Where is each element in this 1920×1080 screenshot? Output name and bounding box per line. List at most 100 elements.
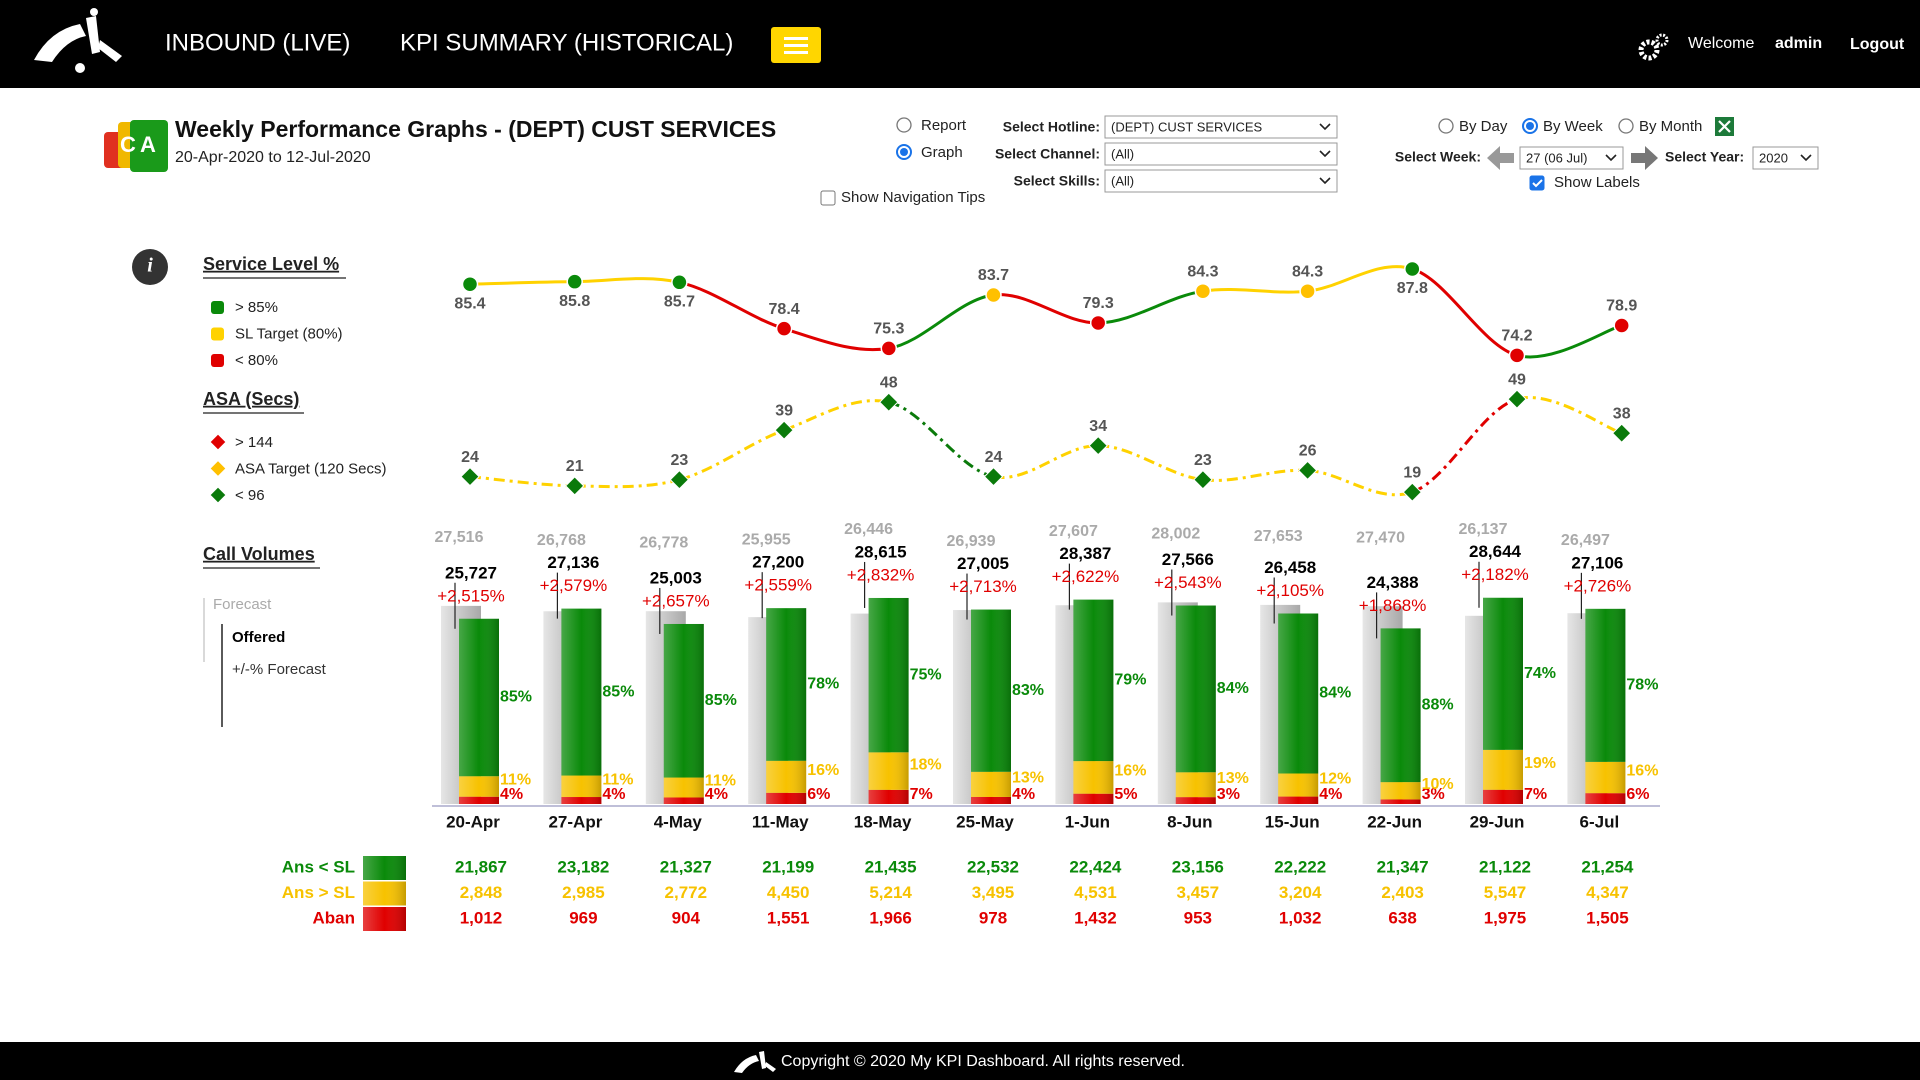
table-cell: 23,182	[557, 857, 609, 876]
nav-inbound[interactable]: INBOUND (LIVE)	[165, 29, 350, 56]
legend-marker	[209, 486, 227, 504]
stack-shade	[1380, 628, 1421, 783]
filter-select-value: (All)	[1111, 173, 1134, 188]
data-label: 19	[1403, 464, 1421, 481]
show-labels-label[interactable]: Show Labels	[1554, 174, 1640, 191]
percent-label: 6%	[807, 786, 830, 803]
copyright: Copyright © 2020 My KPI Dashboard. All r…	[781, 1053, 1185, 1070]
data-point	[1507, 389, 1527, 409]
stack-shade	[1585, 608, 1626, 762]
percent-label: 7%	[910, 786, 933, 803]
data-label: 83.7	[978, 267, 1009, 284]
data-point	[774, 420, 794, 440]
year-label: Select Year:	[1665, 149, 1744, 165]
view-option-label[interactable]: Report	[921, 117, 967, 134]
stack-shade	[1278, 613, 1319, 774]
filter-select[interactable]	[1104, 115, 1338, 139]
week-select[interactable]	[1519, 146, 1624, 170]
period-option-label[interactable]: By Week	[1543, 118, 1603, 135]
offered-label: 28,644	[1469, 542, 1522, 561]
percent-label: 85%	[705, 692, 737, 709]
stack-shade	[1073, 761, 1114, 794]
logo	[34, 8, 122, 73]
data-label: 21	[566, 458, 584, 475]
table-cell: 4,347	[1586, 883, 1629, 902]
percent-label: 11%	[500, 772, 531, 789]
table-cell: 4,531	[1074, 883, 1117, 902]
stack-shade	[766, 792, 807, 804]
stack-shade	[971, 771, 1011, 797]
line-segment	[1516, 324, 1623, 359]
table-cell: 21,122	[1479, 857, 1531, 876]
data-label: 26	[1299, 443, 1317, 460]
percent-label: 4%	[500, 786, 523, 803]
line-segment	[679, 280, 785, 331]
table-row-label: Aban	[313, 908, 356, 927]
percent-label: 85%	[602, 683, 634, 700]
percent-label: 13%	[1217, 770, 1249, 787]
show-labels-checkbox-tick	[1532, 179, 1543, 188]
nav-tips-label[interactable]: Show Navigation Tips	[841, 189, 985, 206]
stack-shade	[1175, 772, 1216, 798]
filter-select[interactable]	[1104, 142, 1338, 166]
period-radio[interactable]	[1618, 118, 1634, 134]
data-point	[1613, 317, 1630, 334]
diff-label: +2,515%	[437, 586, 505, 605]
line-segment	[1202, 468, 1308, 482]
offered-label: 27,106	[1571, 553, 1623, 572]
diff-label: +2,713%	[949, 577, 1017, 596]
x-tick-label: 11-May	[752, 812, 809, 831]
data-point	[1193, 469, 1213, 490]
info-icon[interactable]: i	[132, 249, 168, 285]
line-segment	[1098, 444, 1204, 482]
table-cell: 904	[672, 908, 701, 927]
offered-label: 27,005	[957, 554, 1009, 573]
diff-label: +2,182%	[1461, 565, 1529, 584]
period-option-label[interactable]: By Month	[1639, 118, 1702, 135]
view-option-label[interactable]: Graph	[921, 144, 963, 161]
filter-label: Select Channel:	[995, 146, 1100, 162]
line-segment	[1307, 265, 1413, 293]
legend-title: Call Volumes	[203, 544, 315, 564]
period-option-label[interactable]: By Day	[1459, 118, 1508, 135]
stack-shade	[971, 609, 1011, 772]
view-radio[interactable]	[896, 117, 912, 133]
legend-title: ASA (Secs)	[203, 389, 299, 409]
table-cell: 978	[979, 908, 1007, 927]
x-tick-label: 4-May	[654, 812, 703, 831]
forecast-label: 26,137	[1459, 521, 1508, 538]
nav-tips-checkbox[interactable]	[820, 190, 836, 206]
stack-shade	[459, 776, 499, 797]
logout[interactable]: Logout	[1850, 36, 1905, 53]
data-point	[1089, 314, 1107, 332]
forecast-label: 26,778	[639, 534, 688, 551]
data-label: 85.8	[559, 293, 590, 310]
data-label: 75.3	[873, 321, 904, 338]
week-select-value: 27 (06 Jul)	[1526, 150, 1587, 165]
table-cell: 21,327	[660, 857, 712, 876]
settings-icon[interactable]	[1638, 33, 1669, 61]
table-cell: 22,424	[1069, 857, 1122, 876]
legend-title: Service Level %	[203, 254, 339, 274]
nav-kpi-summary[interactable]: KPI SUMMARY (HISTORICAL)	[400, 29, 733, 56]
line-segment	[469, 280, 575, 286]
filter-select[interactable]	[1104, 169, 1338, 193]
line-segment	[993, 444, 1099, 479]
stack-shade	[1483, 597, 1523, 750]
app-icon-letter: C	[120, 132, 136, 157]
data-label: 34	[1089, 418, 1107, 435]
line-segment	[574, 478, 680, 489]
percent-label: 11%	[602, 771, 633, 788]
welcome-text: Welcome	[1688, 35, 1754, 52]
prev-week[interactable]	[1487, 146, 1514, 170]
table-row-swatch-shade	[363, 856, 406, 880]
stack-shade	[1585, 761, 1626, 794]
menu-button[interactable]	[771, 27, 821, 63]
period-radio[interactable]	[1438, 118, 1454, 134]
next-week[interactable]	[1631, 146, 1658, 170]
year-select[interactable]	[1752, 146, 1819, 170]
show-labels-checkbox[interactable]	[1529, 175, 1545, 191]
line-segment	[469, 475, 575, 488]
forecast-label: 26,497	[1561, 532, 1610, 549]
percent-label: 84%	[1217, 680, 1249, 697]
